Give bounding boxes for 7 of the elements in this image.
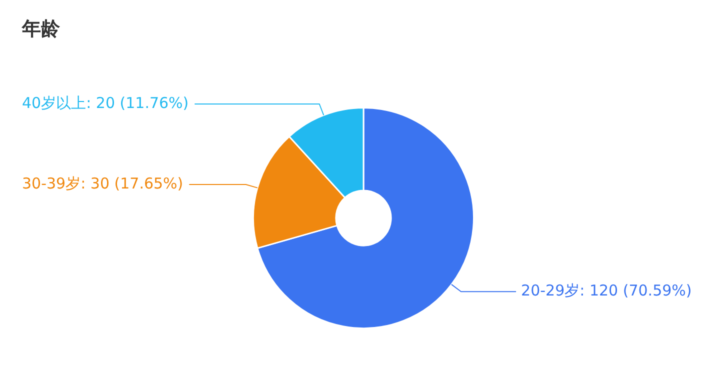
data-label: : 120 (70.59%) [580,282,692,300]
slice-label: 40岁以上 [22,94,86,112]
data-label: : 30 (17.65%) [80,174,184,192]
chart-title: 年龄 [22,17,60,42]
data-label: : 20 (11.76%) [86,94,189,112]
slice-label: 30-39岁 [22,174,81,192]
slice-label: 20-29岁 [521,282,580,300]
